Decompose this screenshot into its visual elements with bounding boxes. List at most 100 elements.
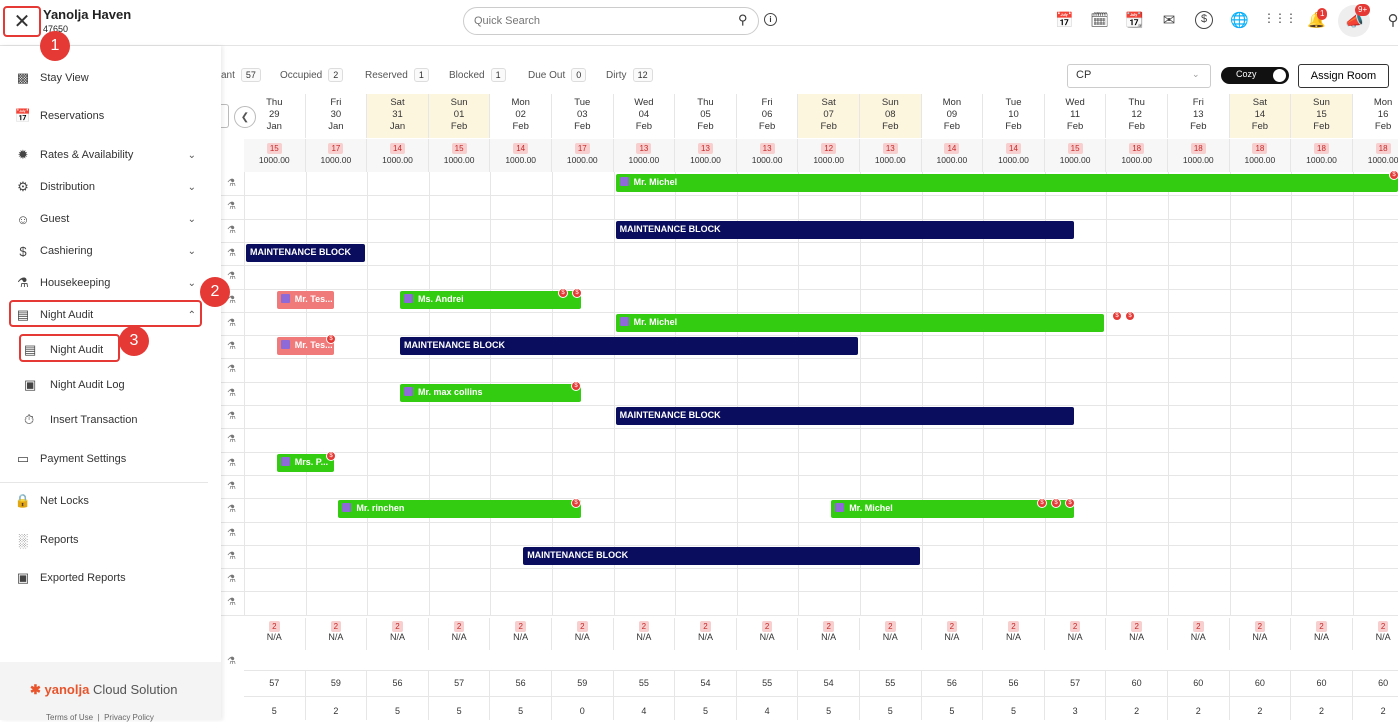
maintenance-block[interactable]: MAINTENANCE BLOCK bbox=[615, 407, 1074, 425]
rate-plan-select[interactable]: CP bbox=[1067, 64, 1211, 88]
reservation-bar[interactable]: Mr. Michel bbox=[615, 174, 1398, 192]
info-icon[interactable]: i bbox=[764, 13, 777, 26]
rate-cell[interactable]: 14 1000.00 bbox=[983, 139, 1045, 172]
bottom-rate-cell[interactable]: 2 N/A bbox=[1353, 618, 1398, 650]
dollar-icon[interactable]: $ bbox=[1195, 11, 1213, 29]
rate-cell[interactable]: 17 1000.00 bbox=[305, 139, 368, 172]
rate-cell[interactable]: 15 1000.00 bbox=[1044, 139, 1107, 172]
night-audit-sub-item-night-audit[interactable]: ▤ Night Audit bbox=[24, 340, 103, 360]
reservation-bar[interactable]: Mr. Michel bbox=[831, 500, 1074, 519]
chevron-icon[interactable]: ⌃ bbox=[187, 309, 196, 321]
sidebar-item-exported-reports[interactable]: ▣ Exported Reports bbox=[14, 568, 204, 588]
housekeeping-status-icon[interactable]: ⚗ bbox=[227, 271, 236, 283]
mail-icon[interactable]: ✉ bbox=[1162, 12, 1176, 29]
stat-dirty[interactable]: Dirty 12 bbox=[606, 68, 653, 82]
housekeeping-status-icon[interactable]: ⚗ bbox=[227, 247, 236, 259]
sidebar-item-stay-view[interactable]: ▩ Stay View bbox=[14, 68, 204, 88]
rate-cell[interactable]: 15 1000.00 bbox=[244, 139, 306, 172]
stat-occupied[interactable]: Occupied 2 bbox=[280, 68, 344, 82]
housekeeping-status-icon[interactable]: ⚗ bbox=[227, 480, 236, 492]
assign-room-button[interactable]: Assign Room bbox=[1298, 64, 1389, 88]
terms-link[interactable]: Terms of Use bbox=[46, 713, 94, 722]
sidebar-item-reports[interactable]: ░ Reports bbox=[14, 530, 204, 550]
bottom-rate-cell[interactable]: 2 N/A bbox=[922, 618, 984, 650]
rate-cell[interactable]: 18 1000.00 bbox=[1229, 139, 1292, 172]
bottom-rate-cell[interactable]: 2 N/A bbox=[798, 618, 860, 650]
rate-cell[interactable]: 14 1000.00 bbox=[490, 139, 552, 172]
sidebar-item-cashiering[interactable]: $ Cashiering ⌄ bbox=[14, 241, 204, 261]
reservation-bar[interactable]: Mr. rinchen bbox=[338, 500, 581, 519]
housekeeping-status-icon[interactable]: ⚗ bbox=[227, 178, 236, 189]
bottom-rate-cell[interactable]: 2 N/A bbox=[1230, 618, 1292, 650]
close-menu-button[interactable]: ✕ bbox=[3, 6, 41, 37]
reservation-bar[interactable]: Mr. Tes... bbox=[276, 337, 335, 356]
maintenance-block[interactable]: MAINTENANCE BLOCK bbox=[615, 220, 1074, 239]
rate-cell[interactable]: 13 1000.00 bbox=[860, 139, 922, 172]
reservation-bar[interactable]: Ms. Andrei bbox=[400, 290, 581, 309]
rate-cell[interactable]: 17 1000.00 bbox=[552, 139, 614, 172]
sidebar-item-night-audit[interactable]: ▤ Night Audit ⌃ bbox=[14, 305, 204, 325]
rate-cell[interactable]: 18 1000.00 bbox=[1352, 139, 1398, 172]
housekeeping-status-icon[interactable]: ⚗ bbox=[227, 574, 236, 586]
rate-cell[interactable]: 13 1000.00 bbox=[613, 139, 676, 172]
rate-cell[interactable]: 18 1000.00 bbox=[1106, 139, 1168, 172]
housekeeping-status-icon[interactable]: ⚗ bbox=[227, 224, 236, 236]
housekeeping-status-icon[interactable]: ⚗ bbox=[227, 504, 236, 516]
maintenance-block[interactable]: MAINTENANCE BLOCK bbox=[246, 243, 366, 262]
housekeeping-status-icon[interactable]: ⚗ bbox=[227, 294, 236, 306]
globe-icon[interactable]: 🌐 bbox=[1230, 12, 1249, 29]
housekeeping-status-icon[interactable]: ⚗ bbox=[227, 317, 236, 329]
sidebar-item-housekeeping[interactable]: ⚗ Housekeeping ⌄ bbox=[14, 273, 204, 293]
calendar-check-icon[interactable]: 🗓 bbox=[1090, 12, 1110, 29]
reservation-bar[interactable]: Mr. Michel bbox=[615, 313, 1105, 332]
housekeeping-status-icon[interactable]: ⚗ bbox=[227, 597, 236, 609]
housekeeping-status-icon[interactable]: ⚗ bbox=[227, 550, 236, 562]
sidebar-item-reservations[interactable]: 📅 Reservations bbox=[14, 106, 204, 126]
chevron-icon[interactable]: ⌄ bbox=[187, 277, 196, 289]
rate-cell[interactable]: 18 1000.00 bbox=[1291, 139, 1353, 172]
chevron-icon[interactable]: ⌄ bbox=[187, 213, 196, 225]
search-icon[interactable]: ⚲ bbox=[738, 12, 748, 27]
bottom-rate-cell[interactable]: 2 N/A bbox=[1291, 618, 1353, 650]
reservation-bar[interactable]: Mrs. P... bbox=[276, 453, 335, 472]
bottom-rate-cell[interactable]: 2 N/A bbox=[367, 618, 429, 650]
stat-blocked[interactable]: Blocked 1 bbox=[449, 68, 506, 82]
housekeeping-status-icon[interactable]: ⚗ bbox=[227, 201, 236, 213]
sidebar-item-rates-availability[interactable]: ✹ Rates & Availability ⌄ bbox=[14, 145, 204, 165]
stat-due-out[interactable]: Due Out 0 bbox=[528, 68, 587, 82]
bottom-rate-cell[interactable]: 2 N/A bbox=[490, 618, 552, 650]
stat-reserved[interactable]: Reserved 1 bbox=[365, 68, 429, 82]
housekeeping-status-icon[interactable]: ⚗ bbox=[227, 411, 236, 422]
housekeeping-status-icon[interactable]: ⚗ bbox=[227, 527, 236, 539]
bottom-rate-cell[interactable]: 2 N/A bbox=[614, 618, 676, 650]
night-audit-sub-item-night-audit-log[interactable]: ▣ Night Audit Log bbox=[24, 375, 125, 395]
housekeeping-status-icon[interactable]: ⚗ bbox=[227, 341, 236, 353]
bottom-rate-cell[interactable]: 2 N/A bbox=[306, 618, 368, 650]
night-audit-sub-item-insert-transaction[interactable]: ⏱ Insert Transaction bbox=[24, 410, 137, 430]
housekeeping-status-icon[interactable]: ⚗ bbox=[227, 364, 236, 376]
housekeeping-status-icon[interactable]: ⚗ bbox=[227, 457, 236, 469]
rate-cell[interactable]: 14 1000.00 bbox=[367, 139, 429, 172]
bottom-rate-cell[interactable]: 2 N/A bbox=[675, 618, 737, 650]
privacy-link[interactable]: Privacy Policy bbox=[104, 713, 154, 722]
bottom-rate-cell[interactable]: 2 N/A bbox=[737, 618, 799, 650]
quick-search-input[interactable] bbox=[463, 7, 759, 35]
sidebar-item-payment-settings[interactable]: ▭ Payment Settings bbox=[14, 449, 204, 469]
bottom-rate-cell[interactable]: 2 N/A bbox=[244, 618, 306, 650]
calendar-add-icon[interactable]: 📅 bbox=[1055, 12, 1074, 29]
bottom-rate-cell[interactable]: 2 N/A bbox=[860, 618, 922, 650]
sidebar-item-distribution[interactable]: ⚙ Distribution ⌄ bbox=[14, 177, 204, 197]
chevron-icon[interactable]: ⌄ bbox=[187, 149, 196, 161]
housekeeping-status-icon[interactable]: ⚗ bbox=[227, 434, 236, 446]
bottom-rate-cell[interactable]: 2 N/A bbox=[1168, 618, 1230, 650]
bottom-rate-cell[interactable]: 2 N/A bbox=[429, 618, 491, 650]
rate-cell[interactable]: 13 1000.00 bbox=[736, 139, 799, 172]
reservation-bar[interactable]: Mr. Tes... bbox=[276, 290, 335, 309]
cozy-toggle[interactable]: Cozy bbox=[1221, 67, 1289, 84]
previous-dates-button[interactable]: ❮ bbox=[234, 106, 256, 128]
housekeeping-status-icon[interactable]: ⚗ bbox=[227, 656, 236, 667]
chevron-icon[interactable]: ⌄ bbox=[187, 245, 196, 257]
maintenance-block[interactable]: MAINTENANCE BLOCK bbox=[523, 546, 920, 565]
rate-cell[interactable]: 15 1000.00 bbox=[428, 139, 491, 172]
rate-cell[interactable]: 12 1000.00 bbox=[798, 139, 860, 172]
